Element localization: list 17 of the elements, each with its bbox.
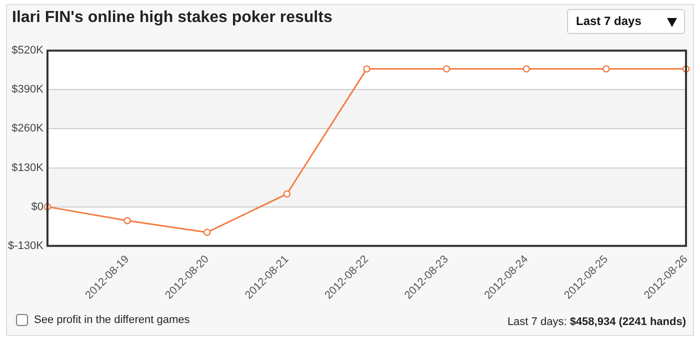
y-tick-label: $-130K [8, 240, 44, 252]
point [283, 190, 291, 198]
point [442, 65, 450, 73]
point [124, 217, 131, 224]
text: Last 7 days: $458,934 (2241 hands) [507, 316, 686, 328]
point [204, 228, 211, 236]
y-tick-label: $520K [12, 44, 44, 57]
y-tick-label: $130K [12, 162, 44, 174]
point [602, 65, 610, 73]
point [522, 65, 530, 73]
chart-title: Ilari FIN's online high stakes poker results [12, 9, 332, 27]
text: See profit in the different games [34, 314, 190, 326]
point [363, 65, 370, 73]
y-tick-label: $0 [31, 200, 44, 213]
y-tick-label: $260K [12, 122, 44, 135]
text: Last 7 days [576, 14, 642, 28]
y-tick-label: $390K [12, 84, 44, 96]
